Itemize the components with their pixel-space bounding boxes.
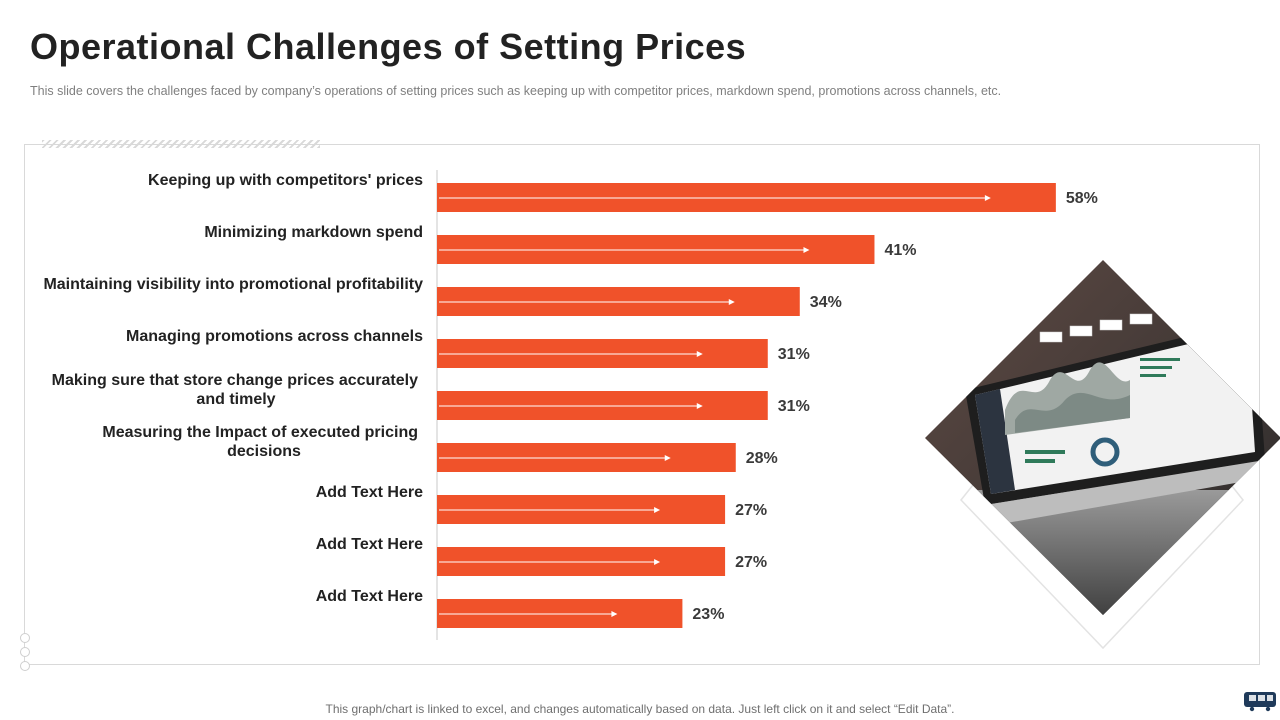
bar-arrowhead xyxy=(696,403,703,409)
category-label: Add Text Here xyxy=(316,536,423,553)
bar-arrowhead xyxy=(696,351,703,357)
page-subtitle: This slide covers the challenges faced b… xyxy=(30,84,1002,98)
decorative-dots xyxy=(20,633,30,675)
bar-arrowhead xyxy=(611,611,618,617)
bar-arrowhead xyxy=(803,247,810,253)
value-label: 34% xyxy=(810,294,842,311)
category-label: Managing promotions across channels xyxy=(126,328,423,345)
content-frame xyxy=(24,144,1260,665)
category-label: Making sure that store change prices acc… xyxy=(52,372,418,389)
bar-arrowhead xyxy=(654,559,661,565)
laptop-dashboard-icon xyxy=(925,260,1280,650)
category-label: Maintaining visibility into promotional … xyxy=(43,276,423,293)
value-label: 28% xyxy=(746,450,778,467)
value-label: 27% xyxy=(735,554,767,571)
page-title: Operational Challenges of Setting Prices xyxy=(30,26,747,67)
footer-note: This graph/chart is linked to excel, and… xyxy=(325,702,955,716)
category-label: Minimizing markdown spend xyxy=(204,224,423,241)
category-label: and timely xyxy=(196,391,275,408)
value-label: 41% xyxy=(884,242,916,259)
category-label: Keeping up with competitors' prices xyxy=(148,172,423,189)
bar-arrowhead xyxy=(728,299,735,305)
bar-arrowhead xyxy=(984,195,991,201)
value-label: 31% xyxy=(778,398,810,415)
value-label: 27% xyxy=(735,502,767,519)
value-label: 58% xyxy=(1066,190,1098,207)
category-label: Add Text Here xyxy=(316,484,423,501)
category-label: decisions xyxy=(227,443,301,460)
value-label: 31% xyxy=(778,346,810,363)
bar-arrowhead xyxy=(664,455,671,461)
bar-arrowhead xyxy=(654,507,661,513)
category-label: Measuring the Impact of executed pricing xyxy=(102,424,418,441)
value-label: 23% xyxy=(692,606,724,623)
brand-logo-icon xyxy=(1244,692,1276,712)
category-label: Add Text Here xyxy=(316,588,423,605)
